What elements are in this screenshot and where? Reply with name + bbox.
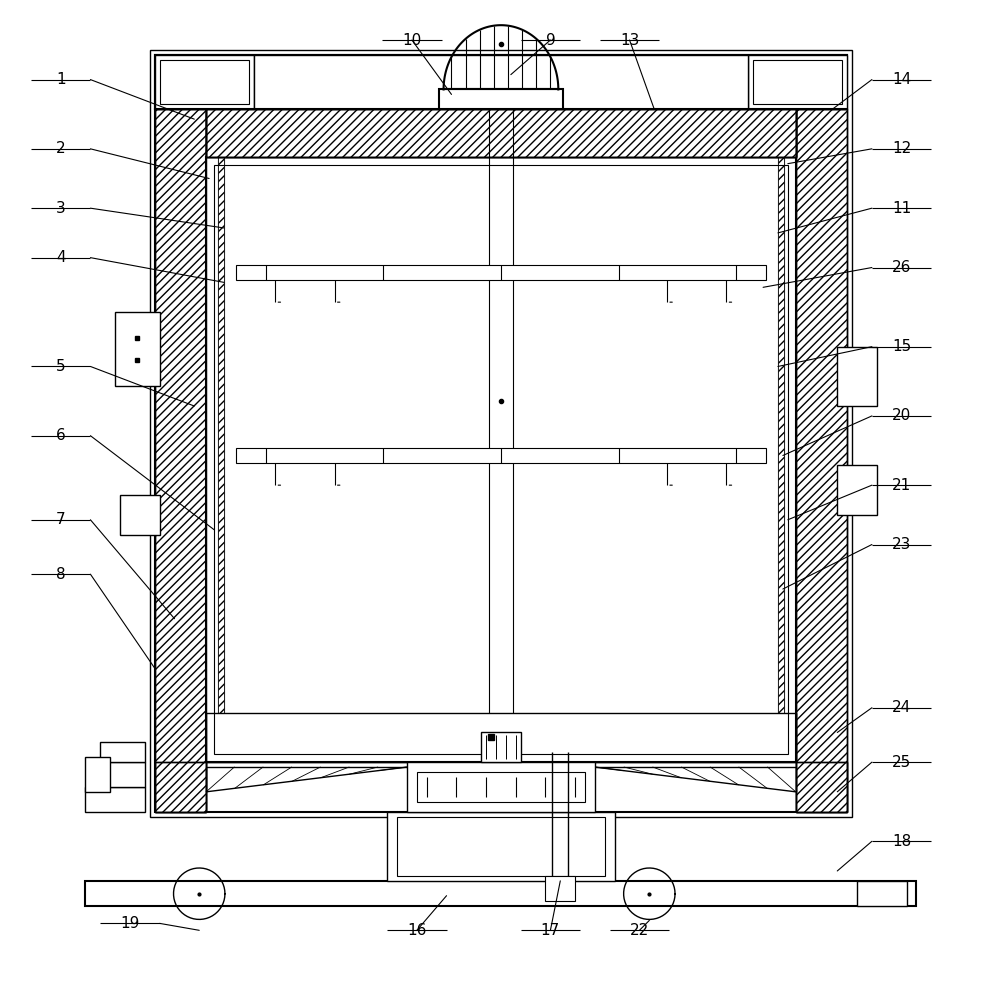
Text: 24: 24 [892,700,912,715]
Text: 26: 26 [892,260,912,275]
Bar [218,157,224,713]
Text: 5: 5 [56,359,65,374]
Bar [236,448,766,463]
Bar [214,165,788,754]
Bar [155,55,847,109]
Bar [236,265,766,280]
Text: 20: 20 [892,408,912,423]
Text: 9: 9 [546,33,556,48]
Bar [796,762,847,812]
Bar [155,109,206,812]
Text: 23: 23 [892,537,912,552]
Bar [206,109,796,157]
Bar [85,757,110,792]
Bar [206,713,796,762]
Bar [546,876,575,901]
Bar [778,157,784,713]
Bar [837,347,877,406]
Text: 16: 16 [407,923,427,938]
Bar [160,60,249,104]
Bar [155,55,847,109]
Text: 4: 4 [56,250,65,265]
Bar [796,109,847,812]
Text: 2: 2 [56,141,65,156]
Text: 15: 15 [892,339,912,354]
Bar [206,109,796,157]
Text: 14: 14 [892,72,912,87]
Text: 18: 18 [892,834,912,849]
Bar [206,109,796,157]
Bar [150,50,852,817]
Text: 1: 1 [56,72,65,87]
Bar [85,787,145,812]
Bar [155,109,206,812]
Text: 22: 22 [630,923,649,938]
Text: 19: 19 [120,916,140,931]
Bar [407,762,595,812]
Bar [206,713,796,762]
Text: 17: 17 [541,923,560,938]
Bar [837,465,877,515]
Bar [387,812,615,881]
Text: 3: 3 [56,201,65,216]
Text: 12: 12 [892,141,912,156]
Text: 10: 10 [403,33,422,48]
Bar [115,312,160,386]
Bar [90,762,145,787]
Bar [254,55,748,109]
Text: 11: 11 [892,201,912,216]
Text: 8: 8 [56,567,65,582]
Bar [796,109,847,812]
Bar [85,881,917,906]
Bar [481,732,521,762]
Bar [155,55,254,109]
Bar [748,55,847,109]
Text: 21: 21 [892,478,912,493]
Bar [438,89,563,109]
Bar [120,495,160,535]
Bar [155,762,206,812]
Text: 13: 13 [620,33,639,48]
Bar [417,772,585,802]
Bar [397,817,605,876]
Text: 7: 7 [56,512,65,527]
Bar [753,60,842,104]
Bar [206,157,796,762]
Bar [155,109,847,812]
Bar [100,742,145,762]
Bar [796,762,847,812]
Text: 6: 6 [56,428,65,443]
Text: 25: 25 [892,755,912,770]
Bar [155,762,206,812]
Bar [857,881,907,906]
Bar [206,109,796,157]
Bar [206,109,796,157]
